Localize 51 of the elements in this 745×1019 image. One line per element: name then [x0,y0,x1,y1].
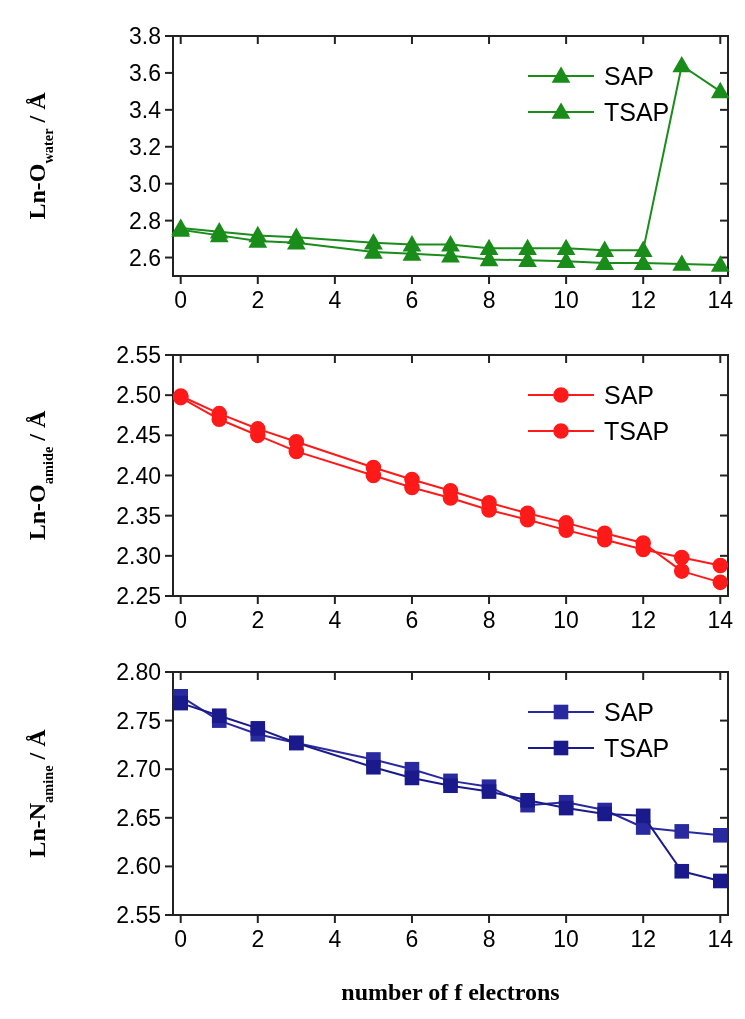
legend-label: SAP [604,698,655,726]
x-tick-label: 8 [482,607,496,633]
y-tick-label: 3.6 [129,59,161,86]
y-tick-label: 2.8 [129,207,161,234]
x-tick-label: 4 [328,287,342,313]
y-tick-label: 2.50 [116,382,161,409]
x-tick-label: 2 [251,287,265,313]
x-tick-label: 6 [405,607,419,633]
x-tick-label: 12 [630,607,657,633]
x-tick-label: 14 [707,607,734,633]
y-tick-label: 2.45 [116,422,161,449]
x-tick-label: 0 [174,607,188,633]
x-tick-label: 6 [405,287,419,313]
y-tick-label: 2.80 [116,659,161,685]
x-tick-label: 2 [251,926,265,952]
x-tick-label: 2 [251,607,265,633]
legend-label: TSAP [604,98,670,126]
x-tick-label: 12 [630,926,657,952]
y-tick-label: 3.2 [129,133,161,160]
y-tick-label: 2.30 [116,542,161,569]
x-tick-label: 10 [553,607,579,633]
y-tick-label: 2.40 [116,462,161,489]
y-tick-label: 2.65 [116,804,161,831]
y-tick-label: 3.4 [129,96,162,123]
x-tick-label: 10 [553,287,579,313]
x-tick-label: 8 [482,287,496,313]
x-tick-label: 0 [174,926,188,952]
y-tick-label: 3.0 [129,170,161,197]
x-tick-label: 14 [707,287,734,313]
x-tick-label: 4 [328,926,342,952]
y-tick-label: 2.6 [129,244,161,271]
legend-label: TSAP [604,417,670,445]
y-tick-label: 3.8 [129,23,161,49]
x-tick-label: 14 [707,926,734,952]
x-tick-label: 0 [174,287,188,313]
x-tick-label: 8 [482,926,496,952]
x-tick-label: 4 [328,607,342,633]
y-tick-label: 2.25 [116,583,161,609]
x-axis-title: number of f electrons [341,979,560,1005]
legend-label: SAP [604,62,655,90]
y-tick-label: 2.75 [116,707,161,734]
y-tick-label: 2.55 [116,342,161,368]
legend-label: TSAP [604,734,670,762]
x-tick-label: 12 [630,287,657,313]
legend-label: SAP [604,381,655,409]
y-tick-label: 2.35 [116,502,161,529]
x-tick-label: 6 [405,926,419,952]
y-tick-label: 2.60 [116,853,161,880]
y-tick-label: 2.55 [116,902,161,928]
y-tick-label: 2.70 [116,756,161,783]
x-tick-label: 10 [553,926,579,952]
